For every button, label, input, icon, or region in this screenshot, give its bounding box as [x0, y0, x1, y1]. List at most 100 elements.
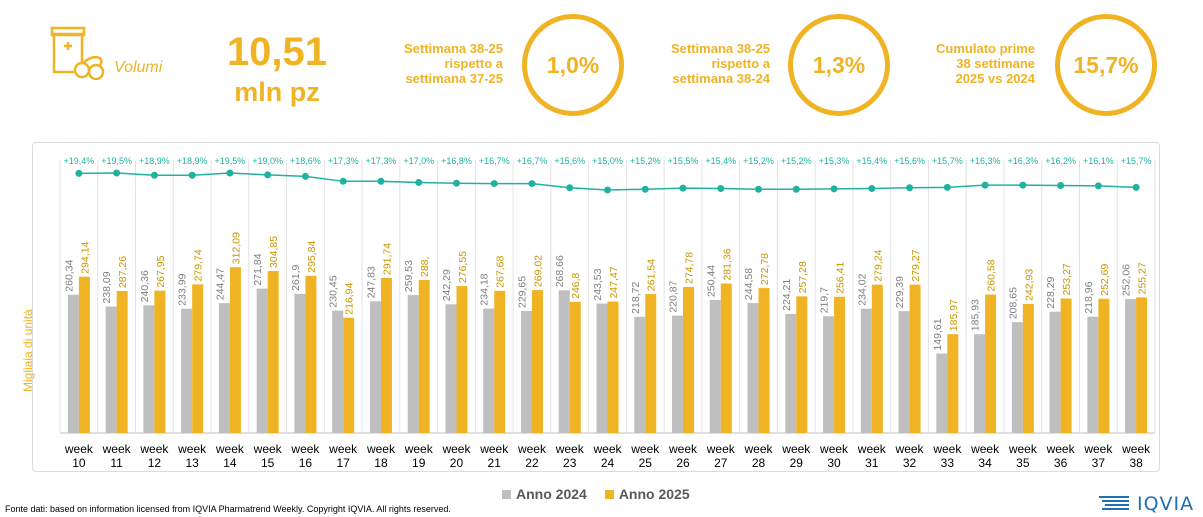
iqvia-logo-icon [1099, 496, 1129, 510]
x-tick-label: week [404, 442, 434, 456]
growth-label: +17,3% [366, 156, 397, 166]
legend-swatch-2024 [502, 489, 511, 499]
x-tick-label: week [366, 442, 396, 456]
growth-label: +15,2% [630, 156, 661, 166]
medicine-box-pills-icon [50, 24, 106, 81]
legend-item-2025: Anno 2025 [604, 486, 690, 502]
data-label-2024: 244,47 [214, 268, 226, 300]
kpi-cumulative-label: Cumulato prime 38 settimane 2025 vs 2024 [902, 41, 1035, 86]
data-label-2024: 268,66 [554, 255, 566, 287]
bar-2025 [758, 288, 770, 433]
bar-2024 [445, 304, 457, 433]
bar-2024 [520, 310, 532, 433]
growth-point [113, 169, 121, 177]
growth-point [264, 171, 272, 179]
data-label-2025: 276,55 [457, 251, 469, 283]
bar-2024 [936, 353, 948, 433]
chart-frame [32, 142, 1160, 472]
data-label-2024: 233,99 [177, 273, 189, 305]
growth-point [75, 169, 83, 177]
growth-point [717, 184, 725, 192]
x-tick-label: 13 [185, 456, 199, 470]
x-tick-label: 22 [525, 456, 539, 470]
kpi-label-line: 38 settimane [956, 56, 1035, 71]
data-label-2025: 312,09 [230, 232, 242, 264]
x-tick-label: 32 [903, 456, 917, 470]
x-tick-label: 36 [1054, 456, 1068, 470]
x-tick-label: 15 [261, 456, 275, 470]
data-label-2025: 288, [419, 257, 431, 277]
x-tick-label: 38 [1129, 456, 1143, 470]
data-label-2024: 149,61 [932, 318, 944, 350]
growth-point [981, 181, 989, 189]
x-tick-label: week [253, 442, 283, 456]
data-label-2025: 255,27 [1137, 262, 1149, 294]
kpi-label-line: Cumulato prime [936, 41, 1035, 56]
kpi-label-line: Settimana 38-25 [671, 41, 770, 56]
legend-label-2024: Anno 2024 [516, 486, 587, 502]
data-label-2025: 256,41 [835, 262, 847, 294]
growth-label: +15,0% [592, 156, 623, 166]
bar-2024 [634, 316, 646, 433]
bar-2024 [105, 306, 117, 433]
kpi-label-line: settimana 38-24 [672, 71, 770, 86]
data-label-2024: 234,02 [856, 273, 868, 305]
growth-point [1019, 181, 1027, 189]
growth-point [679, 184, 687, 192]
growth-label: +18,9% [177, 156, 208, 166]
x-tick-label: week [781, 442, 811, 456]
bar-2024 [218, 303, 230, 433]
bar-2025 [1060, 298, 1072, 433]
data-label-2024: 271,84 [252, 253, 264, 285]
data-label-2024: 261,9 [290, 264, 302, 290]
bar-2024 [747, 303, 759, 433]
kpi-label-line: rispetto a [711, 56, 770, 71]
bar-2024 [558, 290, 570, 433]
kpi-yoy-week-circle: 1,3% [788, 14, 890, 116]
bar-2024 [294, 293, 306, 433]
data-label-2024: 228,29 [1045, 276, 1057, 308]
bar-2024 [332, 310, 344, 433]
x-tick-label: 33 [941, 456, 955, 470]
data-label-2024: 185,93 [970, 299, 982, 331]
growth-label: +18,9% [139, 156, 170, 166]
growth-label: +15,2% [743, 156, 774, 166]
growth-label: +15,5% [668, 156, 699, 166]
x-tick-label: 20 [450, 456, 464, 470]
growth-label: +16,3% [1007, 156, 1038, 166]
x-tick-label: 25 [639, 456, 653, 470]
growth-point [830, 185, 838, 193]
x-tick-label: 35 [1016, 456, 1030, 470]
bar-2024 [974, 334, 986, 433]
x-tick-label: week [64, 442, 94, 456]
legend-swatch-2025 [604, 489, 614, 499]
data-label-2025: 272,78 [759, 253, 771, 285]
data-label-2025: 267,68 [495, 256, 507, 288]
bar-2024 [483, 308, 495, 433]
growth-label: +15,6% [894, 156, 925, 166]
kpi-weekly-value: 1,0% [546, 51, 600, 78]
x-tick-label: 16 [299, 456, 313, 470]
growth-label: +15,2% [781, 156, 812, 166]
growth-point [1094, 182, 1102, 190]
data-label-2024: 208,65 [1007, 287, 1019, 319]
x-tick-label: 19 [412, 456, 426, 470]
data-label-2025: 260,58 [986, 259, 998, 291]
x-tick-label: 11 [110, 456, 123, 470]
x-tick-label: week [177, 442, 207, 456]
growth-label: +16,2% [1045, 156, 1076, 166]
bar-2025 [418, 280, 430, 433]
data-label-2025: 279,24 [872, 249, 884, 281]
x-tick-label: week [479, 442, 509, 456]
bar-2025 [192, 284, 204, 433]
bar-2025 [343, 317, 355, 433]
x-tick-label: week [139, 442, 169, 456]
data-label-2024: 230,45 [328, 275, 340, 307]
data-label-2024: 229,39 [894, 276, 906, 308]
growth-label: +19,4% [63, 156, 94, 166]
kpi-yoy-week-value: 1,3% [812, 51, 866, 78]
x-tick-label: 10 [72, 456, 86, 470]
kpi-label-line: settimana 37-25 [405, 71, 503, 86]
growth-label: +16,1% [1083, 156, 1114, 166]
